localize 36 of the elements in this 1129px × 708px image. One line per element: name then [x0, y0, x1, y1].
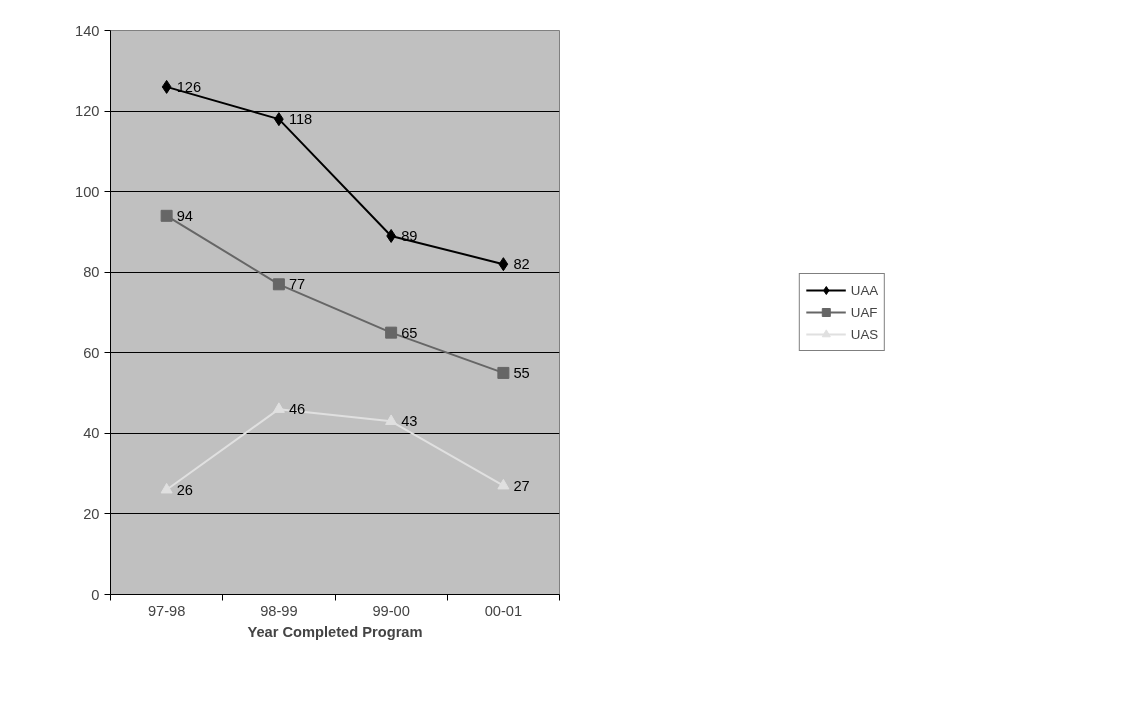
- y-tick-label: 80: [83, 264, 100, 281]
- x-tick-label: 98-99: [260, 602, 298, 619]
- point: [385, 326, 398, 339]
- y-tick-label: 0: [91, 586, 100, 603]
- x-tick-label: 00-01: [484, 602, 523, 619]
- x-tick-label: 97-98: [147, 602, 186, 619]
- data-label: 94: [176, 207, 193, 224]
- point: [497, 478, 510, 490]
- data-label: 46: [288, 401, 306, 418]
- data-label: 26: [176, 481, 193, 498]
- y-tick-label: 20: [83, 505, 100, 522]
- y-tick-label: 140: [75, 22, 100, 39]
- point: [272, 402, 285, 413]
- data-label: 43: [401, 413, 418, 430]
- point: [161, 79, 172, 94]
- point: [497, 366, 510, 379]
- legend-label: UAA: [850, 282, 879, 298]
- y-tick-label: 40: [83, 425, 100, 442]
- data-label: 27: [513, 477, 530, 494]
- y-tick-label: 60: [83, 344, 100, 361]
- data-label: 118: [288, 111, 313, 128]
- point: [498, 257, 509, 272]
- x-tick-label: 99-00: [372, 602, 410, 619]
- point: [160, 209, 173, 222]
- data-label: 77: [288, 276, 306, 293]
- legend-label: UAS: [850, 326, 879, 342]
- point: [160, 482, 173, 494]
- x-axis-title: Year Completed Program: [247, 623, 423, 640]
- data-label: 89: [401, 227, 418, 244]
- data-label: 82: [513, 256, 530, 273]
- legend-label: UAF: [850, 304, 878, 320]
- data-label: 55: [513, 364, 530, 381]
- y-tick-label: 100: [75, 183, 100, 200]
- point: [272, 278, 285, 291]
- y-tick-label: 120: [75, 103, 100, 120]
- data-label: 65: [401, 324, 418, 341]
